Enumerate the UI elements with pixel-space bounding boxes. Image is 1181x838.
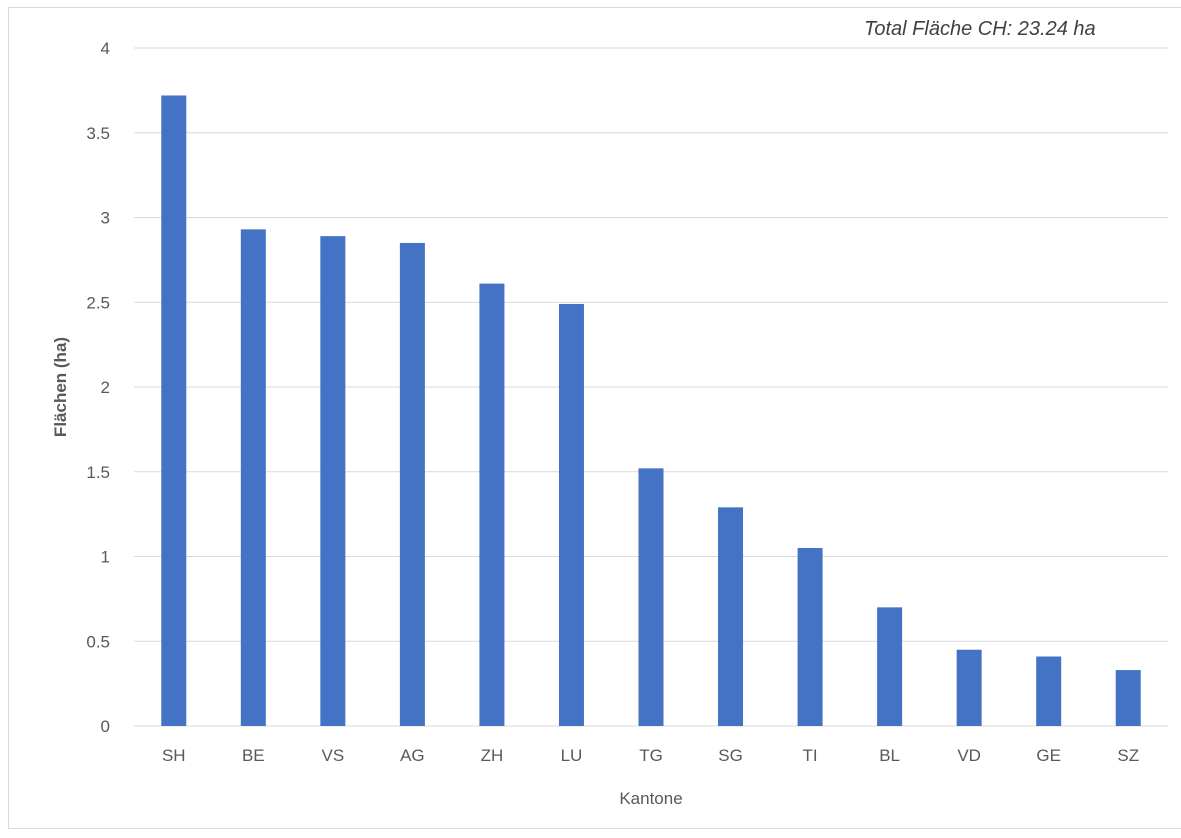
y-tick-label: 2 — [101, 378, 110, 397]
x-axis-label: Kantone — [619, 789, 682, 808]
y-tick-label: 2.5 — [86, 293, 110, 312]
y-tick-labels: 0 0.5 1 1.5 2 2.5 3 3.5 4 — [86, 39, 110, 736]
x-tick-label: SG — [718, 746, 743, 765]
x-tick-labels: SH BE VS AG ZH LU TG SG TI BL VD GE SZ — [162, 746, 1139, 765]
x-tick-label: VD — [957, 746, 981, 765]
bar-bl — [877, 607, 903, 726]
bar-vd — [956, 649, 982, 726]
bar-sz — [1115, 670, 1141, 726]
y-tick-label: 1 — [101, 548, 110, 567]
bar-vs — [320, 236, 346, 726]
x-tick-label: SZ — [1117, 746, 1139, 765]
y-tick-label: 0 — [101, 717, 110, 736]
bar-be — [240, 229, 266, 727]
chart-frame — [8, 7, 1181, 829]
x-tick-label: AG — [400, 746, 425, 765]
bar-sg — [718, 507, 744, 726]
bar-sh — [161, 95, 187, 726]
bar-zh — [479, 283, 505, 726]
x-tick-label: GE — [1036, 746, 1061, 765]
total-area-annotation: Total Fläche CH: 23.24 ha — [864, 18, 1096, 40]
x-tick-label: TI — [803, 746, 818, 765]
bar-ag — [399, 242, 425, 727]
y-tick-label: 0.5 — [86, 632, 110, 651]
y-axis-label: Flächen (ha) — [51, 337, 70, 437]
x-tick-label: ZH — [481, 746, 504, 765]
x-tick-label: BE — [242, 746, 265, 765]
bar-ti — [797, 548, 823, 726]
y-tick-label: 3.5 — [86, 124, 110, 143]
x-tick-label: BL — [879, 746, 900, 765]
bar-lu — [558, 303, 584, 726]
y-tick-label: 4 — [101, 39, 110, 58]
y-tick-label: 1.5 — [86, 463, 110, 482]
x-tick-label: SH — [162, 746, 186, 765]
x-tick-label: VS — [322, 746, 345, 765]
bar-ge — [1036, 656, 1062, 726]
bars — [161, 95, 1141, 727]
x-tick-label: TG — [639, 746, 663, 765]
x-tick-label: LU — [561, 746, 583, 765]
y-tick-label: 3 — [101, 209, 110, 228]
bar-tg — [638, 468, 664, 726]
